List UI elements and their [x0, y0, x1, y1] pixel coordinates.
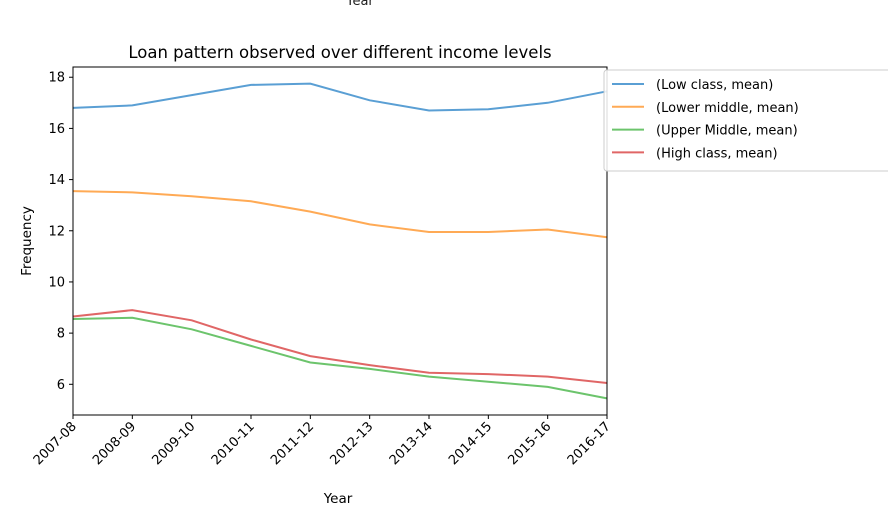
y-tick-label: 10 [48, 275, 65, 290]
plot-frame [72, 66, 608, 416]
y-tick-label: 18 [48, 71, 65, 86]
series-line-4 [72, 309, 608, 384]
x-tick-label: 2008-09 [90, 419, 139, 468]
x-tick-label: 2015-16 [505, 419, 554, 468]
legend-label: (Low class, mean) [656, 78, 773, 93]
x-tick-label: 2013-14 [387, 419, 436, 468]
legend-label: (Lower middle, mean) [656, 101, 799, 116]
y-tick-label: 16 [48, 122, 65, 137]
x-axis-label: Year [323, 491, 353, 507]
top-cut-axis-label: Year [346, 0, 374, 9]
x-tick-label: 2007-08 [31, 419, 80, 468]
legend-label: (Upper Middle, mean) [656, 124, 798, 139]
x-tick-label: 2010-11 [209, 419, 258, 468]
y-tick-label: 6 [57, 378, 65, 393]
legend-box [603, 69, 888, 172]
x-tick-label: 2014-15 [446, 419, 495, 468]
y-tick-label: 8 [57, 327, 65, 342]
y-tick-label: 12 [48, 224, 65, 239]
chart-title: Loan pattern observed over different inc… [128, 43, 551, 62]
y-tick-label: 14 [48, 173, 65, 188]
x-tick-label: 2012-13 [327, 419, 376, 468]
series-line-1 [72, 82, 608, 112]
series-line-2 [72, 190, 608, 239]
x-tick-label: 2009-10 [149, 419, 198, 468]
x-tick-label: 2016-17 [565, 419, 614, 468]
legend-label: (High class, mean) [656, 146, 778, 161]
y-axis-label: Frequency [19, 206, 35, 276]
series-line-3 [72, 316, 608, 400]
x-tick-label: 2011-12 [268, 419, 317, 468]
